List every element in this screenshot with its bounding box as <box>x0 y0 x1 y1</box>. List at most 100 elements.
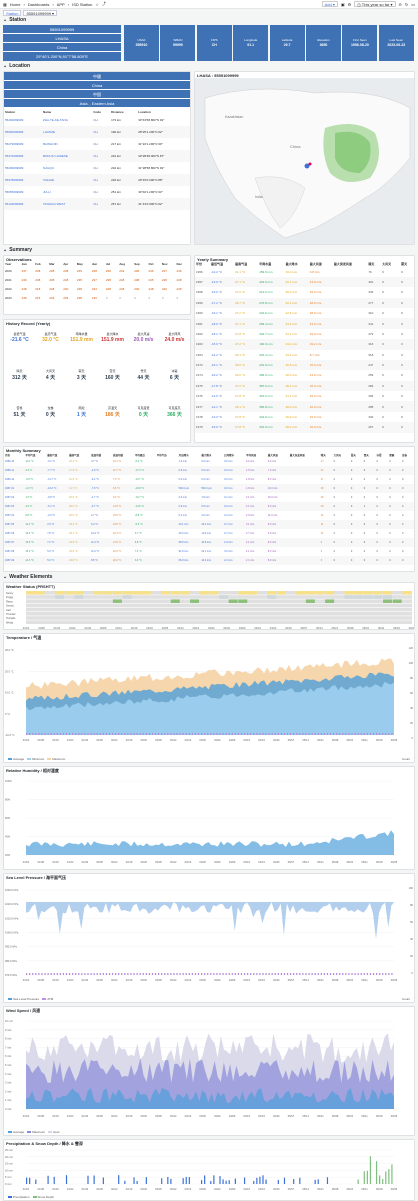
table-cell: 0 <box>381 339 401 350</box>
table-row[interactable]: 55472099999 BODUS CHINESE CH 222 km 30°28'48… <box>4 150 190 163</box>
table-cell: 190 km <box>110 126 138 139</box>
table-cell: 0 <box>400 297 414 308</box>
x-tick-label: 05/21 <box>317 860 324 864</box>
temp-chart[interactable]: 30.0 °C 20.0 °C 10.0 °C 0 °C -10.0 °C 120 100 8… <box>4 640 415 752</box>
table-cell: -11.7 °C <box>47 478 57 482</box>
station-select[interactable]: 55591099999 ▾ <box>23 10 58 16</box>
table-row[interactable]: 55690099999 LHUNZE CH 190 km 28°25'1.200"N 9… <box>4 126 190 139</box>
table-row[interactable]: 55279099999 BAINGOIN CH 217 km 31°22'1.200"N… <box>4 138 190 150</box>
table-cell <box>288 466 320 476</box>
history-item: 最大风速 20.0 m/s <box>128 332 159 343</box>
table-row[interactable]: 55655099999 JIA-LI CH 251 km 30°40'1.200"N 9… <box>4 186 190 198</box>
stat-label: Last Seen <box>389 38 404 42</box>
section-station[interactable]: ⌄ Station <box>3 17 27 23</box>
time-range-picker[interactable]: ◷ This year so far ▾ <box>354 1 396 7</box>
pressure-chart[interactable]: 1030.0 hPa 1020.0 hPa 1010.0 hPa 1000.0 hPa… <box>4 880 415 992</box>
table-cell: 8.8 °C <box>25 514 33 518</box>
y-tick-label: 0 mm <box>5 1182 11 1186</box>
refresh-icon[interactable]: ↻ <box>404 1 409 7</box>
tv-icon[interactable]: ▭ <box>411 1 415 7</box>
share-icon[interactable]: ⤴ <box>101 1 106 6</box>
table-cell[interactable]: 55279099999 <box>5 142 24 147</box>
table-cell: 10.0 mm <box>200 556 224 566</box>
table-row[interactable]: 55493099999 ZHA-TE-KE-TANG CH 173 km 30°43'5… <box>4 114 190 126</box>
nearby-marker[interactable] <box>308 162 312 166</box>
table-cell: 2.1 m/s <box>246 550 255 554</box>
status-row-label: Thunder <box>6 612 16 616</box>
y-tick-label: 8 m/s <box>5 1037 12 1041</box>
section-weather[interactable]: ⌄ Weather Elements <box>3 574 53 580</box>
precip-bar <box>219 1176 221 1184</box>
column-header[interactable]: Name <box>43 110 52 115</box>
table-cell[interactable]: 55578099999 <box>4 174 43 187</box>
status-cell <box>373 591 383 595</box>
table-cell[interactable]: 55690099999 <box>4 126 43 139</box>
x-tick-label: 04/16 <box>254 626 261 630</box>
table-row: 1957-09 14.3 °C 5.0 °C 23.6 °C 8.5 °C 20.4 °C… <box>4 556 414 566</box>
grid-icon[interactable]: ▦ <box>3 1 7 7</box>
save-icon[interactable]: ▣ <box>340 1 345 7</box>
table-cell: 0 <box>400 422 414 433</box>
table-cell: 7.2 °C <box>46 538 69 548</box>
x-tick-label: 02/12 <box>111 1187 118 1191</box>
table-cell: 0 <box>375 538 389 548</box>
table-cell: 27.2 °C <box>235 311 246 316</box>
precip-chart[interactable]: 25 mm 20 mm 15 mm 10 mm 5 mm 0 mm 01/01 01/08 01… <box>4 1146 415 1194</box>
map-panel[interactable]: LHASA : 55591099999 China India Kazakhst… <box>194 71 415 245</box>
star-icon[interactable]: ☆ <box>95 1 99 7</box>
count-bar <box>247 973 249 975</box>
table-cell: 0 <box>375 520 389 530</box>
table-cell: 222 km <box>110 150 138 163</box>
table-cell: -0.7 °C <box>90 502 112 512</box>
table-cell[interactable]: 55493099999 <box>5 118 24 123</box>
table-cell: 0 <box>401 520 414 530</box>
table-row[interactable]: 55578099999 XIGAZE CH 226 km 29°15'0.000"N 8… <box>4 174 190 187</box>
column-header[interactable]: Station <box>5 110 16 115</box>
settings-icon[interactable]: ⚙ <box>347 1 352 7</box>
table-cell: 0 <box>350 514 353 518</box>
breadcrumb-app[interactable]: APP <box>56 1 65 7</box>
x-tick-label: 04/16 <box>244 1114 251 1118</box>
breadcrumb-dashboards[interactable]: Dashboards <box>27 1 50 7</box>
x-tick-label: 03/05 <box>155 978 162 982</box>
section-location[interactable]: ⌄ Location <box>3 63 31 69</box>
table-cell[interactable]: 55655099999 <box>5 190 24 195</box>
table-cell: 16.0 mm <box>285 269 298 274</box>
x-tick-label: 03/19 <box>185 978 192 982</box>
count-bar <box>228 733 230 735</box>
table-cell: 0.5 mm <box>200 502 224 512</box>
x-tick-label: 02/12 <box>111 978 118 982</box>
table-cell[interactable]: 56102099999 <box>4 198 43 211</box>
table-cell: 26.1 °C <box>235 352 246 357</box>
table-row: 1957-01 -2.0 °C -12.0 °C 11.7 °C -7.9 °C 6.6 … <box>4 484 414 494</box>
add-button[interactable]: Add ▾ <box>321 1 338 7</box>
breadcrumb-home[interactable]: Home <box>9 1 21 7</box>
history-label: 可见度高 <box>168 406 181 410</box>
count-bar <box>274 733 276 735</box>
table-row[interactable]: 55299099999 NAGQU CH 232 km 31°28'58.800"N 9… <box>4 162 190 174</box>
status-chart[interactable]: SunnyFoggyRainySnowyHailThunderTornadoWi… <box>4 589 415 630</box>
map[interactable]: China India Kazakhstan <box>195 78 415 245</box>
column-header[interactable]: Distance <box>111 110 124 115</box>
wind-chart[interactable]: 10 m/s 9 m/s 8 m/s 7 m/s 6 m/s 5 m/s 4 m/s 3 m/… <box>4 1013 415 1125</box>
table-cell: 5.0 °C <box>46 556 69 566</box>
table-cell[interactable]: 55299099999 <box>5 166 24 171</box>
table-row[interactable]: 56102099999 TANGGO WEST CH 267 km 31°13'0.00… <box>4 198 190 211</box>
column-header[interactable]: Code <box>93 110 101 115</box>
table-cell: 0 <box>376 460 378 464</box>
precip-bar <box>188 1176 190 1184</box>
table-cell: 0 <box>349 466 363 476</box>
column-header[interactable]: Location <box>138 110 151 115</box>
count-bar <box>250 733 252 735</box>
count-bar <box>234 973 236 975</box>
station-marker[interactable] <box>304 163 310 169</box>
zoom-out-icon[interactable]: ⊖ <box>398 1 402 7</box>
count-bar <box>240 733 243 735</box>
stat-wban: WBAN 99999 <box>160 25 196 61</box>
table-cell[interactable]: 55472099999 <box>4 150 43 163</box>
humidity-chart[interactable]: 100% 80% 60% 40% 20% 01/01 01/08 01/15 01/22 01/2… <box>4 773 415 869</box>
x-tick-label: 02/26 <box>141 1114 148 1118</box>
count-bar <box>299 733 301 735</box>
x-tick-label: 01/29 <box>82 1114 89 1118</box>
section-summary[interactable]: ⌄ Summary <box>3 247 32 253</box>
